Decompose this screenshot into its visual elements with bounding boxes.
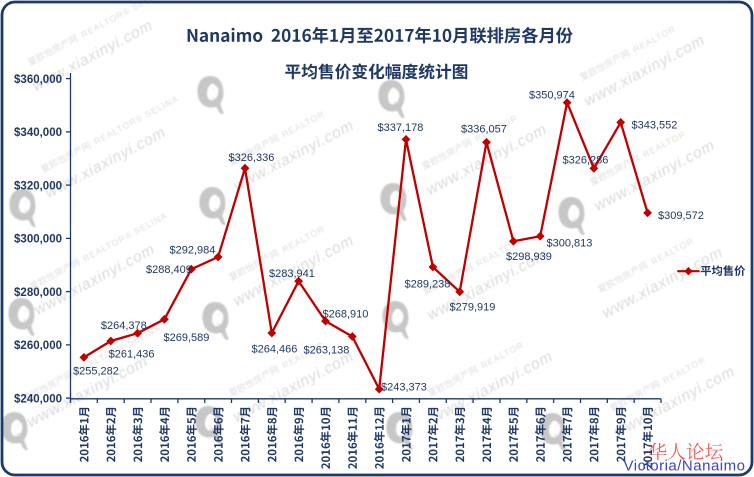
svg-text:$264,466: $264,466 bbox=[252, 344, 298, 356]
svg-text:$337,178: $337,178 bbox=[378, 122, 424, 134]
svg-text:Victoria/Nanaimo: Victoria/Nanaimo bbox=[624, 457, 746, 474]
svg-text:$269,589: $269,589 bbox=[164, 332, 210, 344]
svg-text:$300,000: $300,000 bbox=[14, 234, 62, 246]
svg-text:$326,336: $326,336 bbox=[229, 152, 275, 164]
svg-text:$340,000: $340,000 bbox=[14, 127, 62, 139]
svg-text:$255,282: $255,282 bbox=[73, 366, 119, 378]
svg-text:$283,941: $283,941 bbox=[269, 268, 315, 280]
svg-text:$292,984: $292,984 bbox=[170, 245, 216, 257]
svg-text:$260,000: $260,000 bbox=[14, 340, 62, 352]
svg-text:$268,910: $268,910 bbox=[323, 309, 369, 321]
svg-text:$264,378: $264,378 bbox=[101, 320, 147, 332]
svg-text:$298,939: $298,939 bbox=[506, 251, 552, 263]
svg-text:$279,919: $279,919 bbox=[450, 302, 496, 314]
svg-text:$261,436: $261,436 bbox=[109, 349, 155, 361]
svg-text:$320,000: $320,000 bbox=[14, 180, 62, 192]
svg-text:$300,813: $300,813 bbox=[547, 238, 593, 250]
svg-text:$289,238: $289,238 bbox=[405, 279, 451, 291]
svg-text:$263,138: $263,138 bbox=[304, 345, 350, 357]
svg-text:$326,286: $326,286 bbox=[563, 155, 609, 167]
svg-text:$350,974: $350,974 bbox=[529, 90, 575, 102]
svg-text:$360,000: $360,000 bbox=[14, 74, 62, 86]
svg-text:$240,000: $240,000 bbox=[14, 393, 62, 405]
svg-text:$343,552: $343,552 bbox=[632, 120, 678, 132]
svg-text:$288,409: $288,409 bbox=[146, 264, 192, 276]
svg-text:$243,373: $243,373 bbox=[381, 381, 427, 393]
svg-text:$309,572: $309,572 bbox=[658, 210, 704, 222]
svg-text:$336,057: $336,057 bbox=[461, 124, 507, 136]
svg-text:$280,000: $280,000 bbox=[14, 287, 62, 299]
